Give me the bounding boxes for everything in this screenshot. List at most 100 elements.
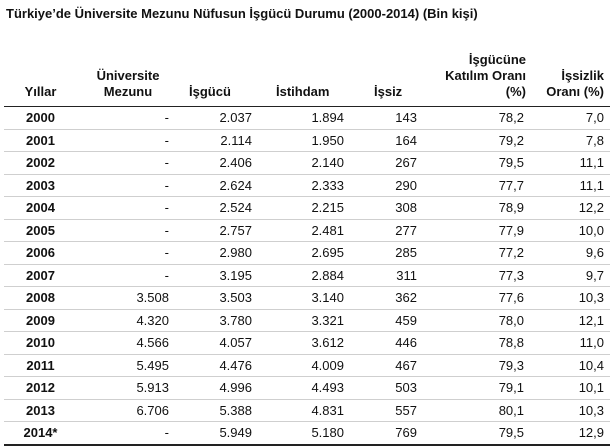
table-row: 2013 6.706 5.388 4.831 557 80,1 10,3 [4,399,610,422]
table-body: 2000-2.037 1.894 143 78,2 7,0 2001-2.114 1.950… [4,106,610,446]
year-cell: 2005 [4,219,77,242]
unemployed-cell: 290 [366,174,423,197]
unemployment-rate-cell: 9,7 [536,264,610,287]
participation-rate-cell: 77,9 [423,219,536,242]
col-header-unemployment-rate: İşsizlik Oranı (%) [536,28,610,107]
labor-force-cell: 4.057 [179,331,266,355]
participation-rate-cell: 80,1 [423,399,536,422]
unemployed-cell: 308 [366,196,423,220]
university-graduates-cell: - [77,151,179,175]
labor-force-cell: 2.037 [179,106,266,130]
table-row: 2011 5.495 4.476 4.009 467 79,3 10,4 [4,354,610,377]
unemployment-rate-cell: 10,3 [536,399,610,422]
participation-rate-cell: 79,5 [423,151,536,175]
labor-force-cell: 2.114 [179,129,266,152]
university-graduates-cell: 3.508 [77,286,179,310]
unemployed-cell: 311 [366,264,423,287]
labor-force-cell: 3.780 [179,309,266,332]
labor-force-cell: 4.476 [179,354,266,377]
table-row: 2009 4.320 3.780 3.321 459 78,0 12,1 [4,309,610,332]
col-header-participation-rate: İşgücüne Katılım Oranı (%) [423,28,536,107]
employment-cell: 3.140 [266,286,366,310]
university-graduates-cell: - [77,241,179,265]
year-cell: 2003 [4,174,77,197]
table-row: 2008 3.508 3.503 3.140 362 77,6 10,3 [4,286,610,310]
employment-cell: 2.695 [266,241,366,265]
unemployment-rate-cell: 10,3 [536,286,610,310]
participation-rate-cell: 77,7 [423,174,536,197]
employment-cell: 4.009 [266,354,366,377]
unemployed-cell: 164 [366,129,423,152]
year-cell: 2004 [4,196,77,220]
table-row: 2004-2.524 2.215 308 78,9 12,2 [4,196,610,220]
participation-rate-cell: 78,2 [423,106,536,130]
participation-rate-cell: 77,6 [423,286,536,310]
university-graduates-cell: - [77,174,179,197]
unemployment-rate-cell: 12,9 [536,421,610,446]
university-graduates-cell: - [77,219,179,242]
year-cell: 2014* [4,421,77,446]
year-cell: 2007 [4,264,77,287]
labor-force-cell: 2.624 [179,174,266,197]
labor-force-cell: 5.388 [179,399,266,422]
labor-force-cell: 2.757 [179,219,266,242]
labor-force-table: Yıllar Üniversite Mezunu İşgücü İstihdam… [4,28,610,446]
employment-cell: 2.884 [266,264,366,287]
employment-cell: 4.831 [266,399,366,422]
participation-rate-cell: 79,2 [423,129,536,152]
university-graduates-cell: 5.913 [77,376,179,400]
employment-cell: 1.894 [266,106,366,130]
col-header-years: Yıllar [4,28,77,107]
employment-cell: 2.140 [266,151,366,175]
year-cell: 2013 [4,399,77,422]
unemployment-rate-cell: 10,0 [536,219,610,242]
participation-rate-cell: 79,3 [423,354,536,377]
col-header-labor-force: İşgücü [179,28,266,107]
university-graduates-cell: - [77,264,179,287]
col-header-university-graduates: Üniversite Mezunu [77,28,179,107]
unemployed-cell: 267 [366,151,423,175]
labor-force-cell: 4.996 [179,376,266,400]
year-cell: 2011 [4,354,77,377]
unemployment-rate-cell: 11,1 [536,174,610,197]
unemployed-cell: 769 [366,421,423,446]
table-row: 2014* -5.949 5.180 769 79,5 12,9 [4,421,610,446]
unemployment-rate-cell: 10,1 [536,376,610,400]
participation-rate-cell: 79,1 [423,376,536,400]
participation-rate-cell: 77,2 [423,241,536,265]
labor-force-cell: 3.195 [179,264,266,287]
university-graduates-cell: 6.706 [77,399,179,422]
unemployment-rate-cell: 10,4 [536,354,610,377]
participation-rate-cell: 78,8 [423,331,536,355]
participation-rate-cell: 78,9 [423,196,536,220]
unemployed-cell: 285 [366,241,423,265]
unemployment-rate-cell: 12,2 [536,196,610,220]
labor-force-cell: 2.406 [179,151,266,175]
unemployment-rate-cell: 11,1 [536,151,610,175]
unemployed-cell: 557 [366,399,423,422]
labor-force-cell: 5.949 [179,421,266,446]
unemployed-cell: 503 [366,376,423,400]
unemployment-rate-cell: 11,0 [536,331,610,355]
unemployed-cell: 143 [366,106,423,130]
table-row: 2000-2.037 1.894 143 78,2 7,0 [4,106,610,130]
table-row: 2007-3.195 2.884 311 77,3 9,7 [4,264,610,287]
year-cell: 2012 [4,376,77,400]
table-row: 2005-2.757 2.481 277 77,9 10,0 [4,219,610,242]
employment-cell: 5.180 [266,421,366,446]
labor-force-cell: 3.503 [179,286,266,310]
employment-cell: 2.215 [266,196,366,220]
participation-rate-cell: 78,0 [423,309,536,332]
table-title: Türkiye’de Üniversite Mezunu Nüfusun İşg… [6,6,478,21]
unemployed-cell: 362 [366,286,423,310]
employment-cell: 3.612 [266,331,366,355]
unemployment-rate-cell: 12,1 [536,309,610,332]
table-row: 2006-2.980 2.695 285 77,2 9,6 [4,241,610,265]
year-cell: 2002 [4,151,77,175]
unemployed-cell: 446 [366,331,423,355]
header-row: Yıllar Üniversite Mezunu İşgücü İstihdam… [4,28,610,107]
university-graduates-cell: 4.566 [77,331,179,355]
year-cell: 2000 [4,106,77,130]
table-row: 2010 4.566 4.057 3.612 446 78,8 11,0 [4,331,610,355]
